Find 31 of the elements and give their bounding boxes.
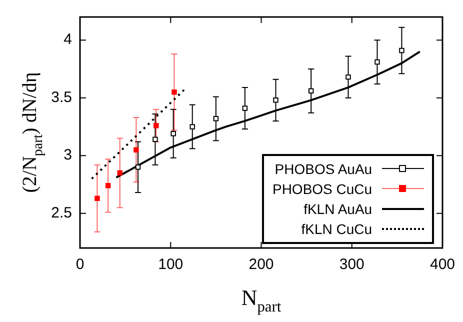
point [273,98,278,103]
point [308,88,314,94]
x-tick-label: 100 [158,256,184,274]
point [105,183,111,188]
point [134,147,139,152]
point [399,48,404,54]
legend-label: PHOBOS AuAu [274,160,372,179]
point [170,131,176,136]
x-tick-label: 400 [430,256,455,274]
point [190,124,195,130]
point [117,170,122,176]
y-tick-label: 3.5 [51,88,72,106]
legend-label: fKLN CuCu [301,220,372,239]
y-axis-title: (2/Npart) dN/dη [19,72,46,193]
point [374,59,380,65]
point [213,116,219,122]
y-tick-label: 3 [64,146,72,164]
point [94,196,100,201]
y-tick-label: 4 [64,31,72,48]
x-tick-label: 300 [339,256,364,274]
point [346,74,351,80]
point [172,89,177,95]
point [154,122,159,128]
legend-label: fKLN AuAu [304,200,372,219]
point [152,136,158,142]
point [135,164,141,170]
x-tick-label: 200 [248,256,274,274]
x-tick-label: 0 [76,256,84,274]
legend-label: PHOBOS CuCu [272,180,372,199]
point [242,106,248,111]
y-tick-label: 2.5 [51,204,72,222]
